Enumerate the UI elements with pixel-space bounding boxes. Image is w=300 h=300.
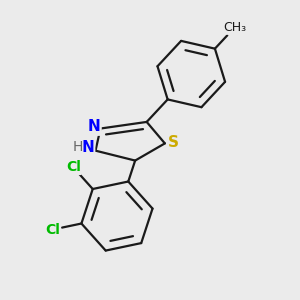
Text: CH₃: CH₃ bbox=[223, 21, 246, 34]
Text: H: H bbox=[72, 140, 82, 154]
Text: Cl: Cl bbox=[66, 160, 81, 174]
Text: N: N bbox=[88, 119, 100, 134]
Text: S: S bbox=[168, 135, 178, 150]
Text: Cl: Cl bbox=[46, 223, 60, 236]
Text: N: N bbox=[82, 140, 94, 155]
